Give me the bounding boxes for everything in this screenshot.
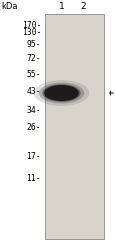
Ellipse shape [42, 84, 80, 102]
Ellipse shape [33, 80, 89, 106]
Bar [44, 14, 103, 239]
Text: kDa: kDa [1, 2, 17, 11]
Text: 130-: 130- [22, 28, 41, 38]
Text: 95-: 95- [26, 40, 41, 49]
Ellipse shape [39, 82, 83, 103]
Text: 72-: 72- [26, 54, 41, 63]
Text: 11-: 11- [26, 174, 41, 183]
Text: 170-: 170- [22, 20, 41, 30]
Text: 43-: 43- [26, 87, 41, 96]
Text: 55-: 55- [26, 70, 41, 79]
Text: 26-: 26- [26, 123, 41, 132]
Text: 17-: 17- [26, 152, 41, 160]
Text: 1: 1 [59, 2, 64, 11]
Text: 2: 2 [79, 2, 85, 11]
Ellipse shape [44, 85, 78, 101]
Text: 34-: 34- [26, 106, 41, 115]
